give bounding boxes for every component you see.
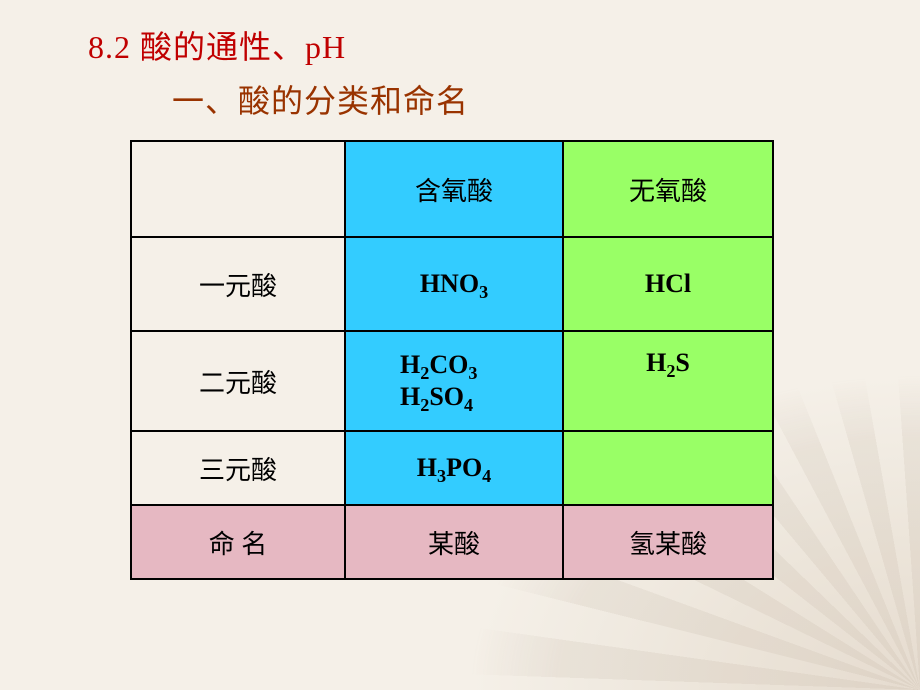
- cell-label-triprotic: 三元酸: [131, 431, 345, 505]
- cell-di-oxy: H2CO3 H2SO4: [345, 331, 563, 431]
- cell-naming-nonoxy: 氢某酸: [563, 505, 773, 579]
- cell-naming-oxy: 某酸: [345, 505, 563, 579]
- cell-mono-oxy: HNO3: [345, 237, 563, 331]
- heading-sub: 一、酸的分类和命名: [0, 68, 920, 122]
- cell-naming-label: 命 名: [131, 505, 345, 579]
- formula-h2co3: H2CO3: [400, 349, 477, 382]
- slide-content: 8.2 酸的通性、pH 一、酸的分类和命名 含氧酸 无氧酸 一元酸 HNO3 H…: [0, 0, 920, 690]
- table-row: 命 名 某酸 氢某酸: [131, 505, 773, 579]
- cell-tri-oxy: H3PO4: [345, 431, 563, 505]
- acid-classification-table: 含氧酸 无氧酸 一元酸 HNO3 HCl 二元酸 H2CO3 H2SO4 H2S: [130, 140, 774, 580]
- table-row: 二元酸 H2CO3 H2SO4 H2S: [131, 331, 773, 431]
- cell-mono-nonoxy: HCl: [563, 237, 773, 331]
- cell-header-nonoxyacid: 无氧酸: [563, 141, 773, 237]
- cell-tri-nonoxy: [563, 431, 773, 505]
- cell-label-monoprotic: 一元酸: [131, 237, 345, 331]
- formula-h3po4: H3PO4: [417, 453, 492, 482]
- cell-blank: [131, 141, 345, 237]
- formula-hcl: HCl: [645, 269, 691, 298]
- table-row: 含氧酸 无氧酸: [131, 141, 773, 237]
- formula-h2so4: H2SO4: [400, 381, 473, 414]
- formula-hno3: HNO3: [420, 269, 488, 298]
- cell-label-diprotic: 二元酸: [131, 331, 345, 431]
- table-row: 一元酸 HNO3 HCl: [131, 237, 773, 331]
- cell-header-oxyacid: 含氧酸: [345, 141, 563, 237]
- heading-main: 8.2 酸的通性、pH: [0, 0, 920, 68]
- cell-di-nonoxy: H2S: [563, 331, 773, 431]
- table-row: 三元酸 H3PO4: [131, 431, 773, 505]
- formula-h2s: H2S: [646, 348, 690, 377]
